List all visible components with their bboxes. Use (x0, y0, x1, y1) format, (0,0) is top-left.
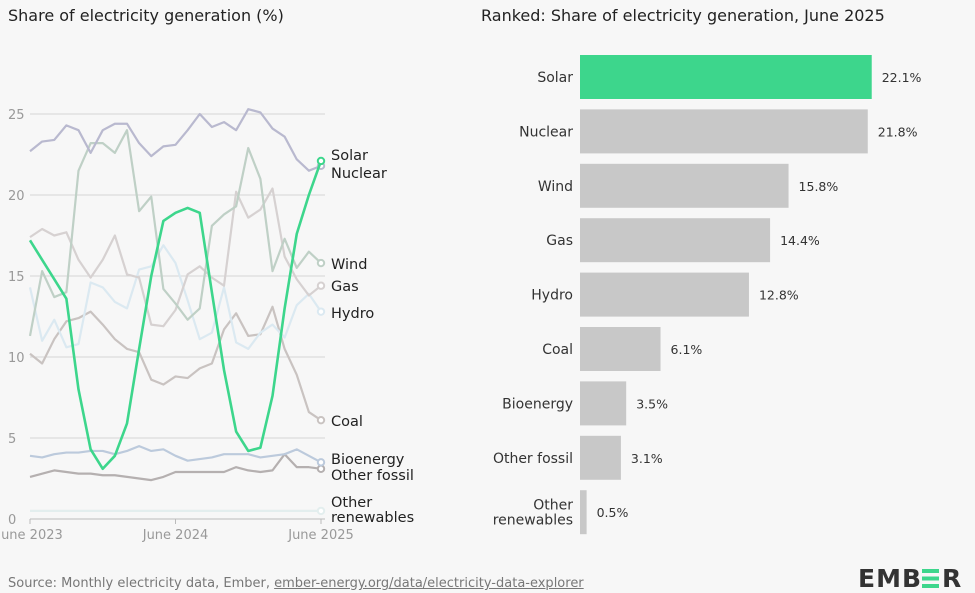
bar-other-fossil (580, 435, 621, 480)
end-marker (316, 281, 326, 290)
bar-category-label: Hydro (531, 288, 573, 304)
series-line-wind (28, 129, 322, 337)
end-marker (316, 458, 326, 467)
bar-category-label: Other renewables (493, 498, 573, 529)
source-link[interactable]: ember-energy.org/data/electricity-data-e… (274, 576, 584, 591)
label-line: Nuclear (519, 124, 573, 140)
source-text: Source: Monthly electricity data, Ember, (8, 576, 275, 591)
end-marker (316, 464, 326, 473)
y-tick-label: 5 (8, 432, 16, 447)
series-end-label: Solar (331, 148, 368, 164)
bar-value-label: 14.4% (780, 233, 820, 248)
label-line: Coal (331, 414, 363, 430)
label-line: Bioenergy (331, 452, 405, 468)
bar-value-label: 15.8% (799, 179, 839, 194)
y-tick-label: 15 (8, 270, 25, 285)
series-line-solar (28, 160, 323, 471)
ember-logo: EMB R (858, 566, 961, 590)
label-line: Solar (537, 70, 573, 86)
series-end-label: Wind (331, 257, 367, 273)
bar-category-label: Wind (538, 179, 573, 195)
bar-chart-title: Ranked: Share of electricity generation,… (481, 6, 885, 25)
bar-value-label: 0.5% (597, 505, 629, 520)
y-tick-label: 10 (8, 351, 25, 366)
end-marker (316, 307, 326, 316)
bar-solar (580, 55, 872, 99)
bar-value-label: 22.1% (882, 70, 922, 85)
bar-coal (580, 327, 661, 371)
series-end-label: Coal (331, 414, 363, 430)
label-line: Bioenergy (502, 396, 573, 412)
series-line-gas (29, 187, 322, 328)
label-line: Gas (546, 233, 573, 249)
x-tick-label: June 2023 (0, 528, 63, 543)
bar-other-renewables (580, 490, 587, 535)
series-end-label: Gas (331, 279, 359, 295)
bar-wind (580, 163, 789, 208)
bar-category-label: Gas (546, 233, 573, 249)
y-tick-label: 25 (8, 108, 25, 123)
bar-gas (580, 218, 771, 263)
x-tick-label: June 2025 (287, 528, 354, 543)
bar-hydro (580, 272, 749, 317)
label-line: Solar (331, 148, 368, 164)
source-note: Source: Monthly electricity data, Ember,… (8, 576, 584, 591)
series-end-label: Bioenergy (331, 452, 405, 468)
bar-category-label: Bioenergy (502, 396, 573, 412)
label-line: Wind (331, 257, 367, 273)
y-tick-label: 0 (8, 513, 16, 528)
bar-value-label: 12.8% (759, 288, 799, 303)
label-line: Other fossil (331, 468, 414, 484)
label-line: Other (331, 495, 372, 511)
label-line: Wind (538, 179, 573, 195)
bar-category-label: Solar (537, 70, 573, 86)
series-end-label: Nuclear (331, 166, 387, 182)
bar-value-label: 3.5% (636, 396, 668, 411)
svg-text:EMB: EMB (858, 566, 922, 590)
label-line: renewables (331, 510, 414, 526)
series-line-coal (29, 305, 322, 422)
series-line-hydro (28, 244, 322, 350)
label-line: Nuclear (331, 166, 387, 182)
bar-category-label: Nuclear (519, 124, 573, 140)
charts-canvas: 0 5 10 15 20 25 June 2023 June 2024 June 2025 Sol… (0, 55, 922, 543)
end-marker (316, 156, 326, 166)
series-end-label: Hydro (331, 306, 374, 322)
x-tick-label: June 2024 (142, 528, 209, 543)
label-line: Other (533, 498, 573, 514)
series-line-other-fossil (29, 453, 322, 482)
series-end-label: Other renewables (331, 495, 414, 526)
bar-category-label: Other fossil (493, 451, 573, 467)
series-line-bioenergy (29, 445, 322, 464)
line-chart-title: Share of electricity generation (%) (8, 6, 284, 25)
svg-text:R: R (942, 566, 961, 590)
bar-value-label: 21.8% (878, 124, 918, 139)
end-marker (316, 506, 326, 516)
label-line: Other fossil (493, 451, 573, 467)
bar-nuclear (580, 109, 868, 154)
bar-bioenergy (580, 381, 627, 426)
label-line: Gas (331, 279, 359, 295)
y-tick-label: 20 (8, 189, 25, 204)
label-line: Hydro (531, 288, 573, 304)
label-line: Coal (542, 342, 573, 358)
bar-value-label: 3.1% (631, 451, 663, 466)
bar-value-label: 6.1% (671, 342, 703, 357)
label-line: renewables (493, 513, 573, 529)
series-end-label: Other fossil (331, 468, 414, 484)
end-marker (316, 415, 326, 425)
label-line: Hydro (331, 306, 374, 322)
series-line-nuclear (29, 108, 322, 172)
end-marker (316, 258, 326, 268)
bar-category-label: Coal (542, 342, 573, 358)
